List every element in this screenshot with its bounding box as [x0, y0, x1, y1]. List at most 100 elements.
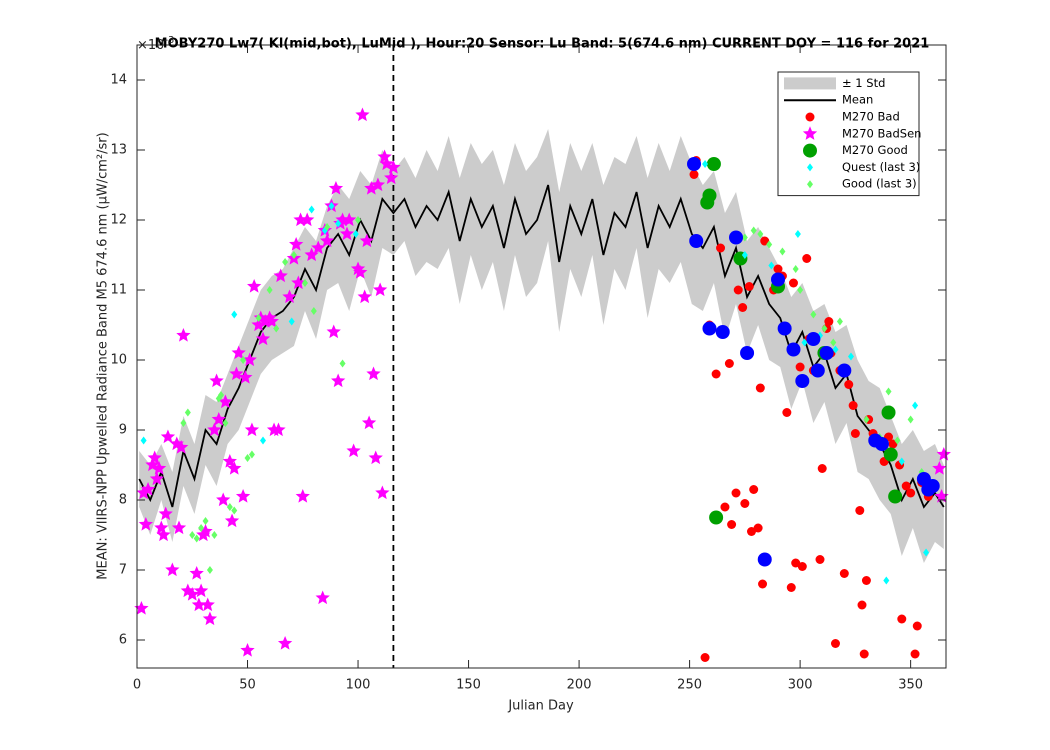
- legend-label: M270 BadSen: [842, 126, 921, 140]
- point: [288, 317, 295, 326]
- point: [311, 240, 326, 255]
- series: [134, 107, 951, 657]
- point: [352, 230, 359, 238]
- point: [700, 653, 710, 662]
- x-axis-label: Julian Day: [507, 699, 574, 714]
- point: [894, 436, 901, 445]
- point: [377, 149, 392, 164]
- point: [837, 363, 852, 378]
- point: [136, 485, 151, 500]
- point: [753, 523, 763, 533]
- point: [151, 461, 167, 475]
- point: [255, 314, 262, 322]
- point: [729, 230, 744, 245]
- point: [375, 485, 390, 500]
- point: [806, 332, 821, 346]
- y-multiplier-base: ×10: [137, 38, 164, 53]
- x-tick-label: 250: [677, 678, 702, 693]
- point: [731, 488, 741, 498]
- point: [140, 436, 147, 445]
- point: [768, 261, 775, 270]
- point: [140, 482, 156, 496]
- point: [209, 373, 224, 388]
- legend-label: Mean: [842, 93, 873, 107]
- point: [339, 359, 346, 368]
- point: [777, 321, 792, 336]
- point: [888, 439, 898, 449]
- point: [815, 555, 825, 564]
- point: [198, 524, 213, 538]
- y-axis-label: MEAN: VIIRS-NPP Upwelled Radiance Band M…: [96, 132, 111, 579]
- point: [910, 649, 920, 659]
- point: [328, 202, 335, 210]
- point: [859, 649, 869, 659]
- point: [154, 520, 169, 535]
- point: [749, 485, 759, 494]
- point: [355, 107, 370, 122]
- point: [830, 338, 837, 347]
- x-tick-label: 50: [239, 678, 256, 693]
- point: [180, 419, 187, 427]
- point: [907, 415, 914, 424]
- point: [339, 226, 355, 241]
- legend: ± 1 Std Mean M270 Bad M270 BadSen M270 Good Q…: [777, 71, 921, 197]
- point: [932, 461, 947, 475]
- point: [226, 503, 233, 511]
- series: [140, 160, 934, 585]
- legend-label: M270 Good: [842, 143, 908, 157]
- point: [231, 310, 238, 319]
- point: [240, 643, 255, 657]
- point: [883, 576, 890, 585]
- point: [277, 636, 293, 650]
- point: [176, 328, 191, 342]
- point: [248, 450, 255, 459]
- point: [925, 479, 940, 493]
- point: [766, 240, 773, 249]
- point: [771, 272, 786, 287]
- point: [147, 450, 162, 465]
- legend-label: Quest (last 3): [842, 160, 920, 174]
- point: [326, 324, 341, 339]
- y-tick-label: 10: [110, 353, 127, 368]
- point: [687, 157, 702, 171]
- point: [758, 579, 768, 589]
- legend-label: ± 1 Std: [842, 76, 885, 90]
- point: [786, 342, 801, 357]
- point: [291, 275, 306, 290]
- point: [906, 488, 916, 498]
- point: [923, 548, 930, 557]
- point: [368, 450, 383, 465]
- point: [863, 415, 870, 424]
- x-tick-label: 200: [567, 678, 592, 693]
- y-tick-label: 11: [110, 283, 127, 298]
- point: [282, 258, 289, 266]
- point: [836, 317, 843, 326]
- point: [174, 440, 189, 454]
- point: [724, 359, 734, 368]
- y-multiplier-exponent: -3: [164, 35, 174, 46]
- y-tick-label: 12: [110, 213, 127, 228]
- point: [255, 331, 271, 346]
- point: [156, 527, 171, 542]
- point: [138, 517, 153, 531]
- point: [733, 285, 743, 295]
- point: [227, 461, 242, 475]
- point: [934, 489, 949, 503]
- point: [244, 422, 260, 437]
- y-tick-label: 14: [110, 73, 127, 88]
- point: [235, 489, 251, 503]
- point: [218, 394, 233, 409]
- point: [231, 345, 246, 360]
- point: [740, 499, 750, 508]
- point: [251, 317, 266, 332]
- y-tick-label: 9: [119, 423, 127, 438]
- point: [328, 181, 344, 195]
- point: [335, 219, 342, 228]
- point: [290, 251, 297, 259]
- point: [353, 265, 368, 279]
- point: [709, 510, 724, 525]
- point: [289, 237, 304, 251]
- point: [830, 639, 840, 648]
- point: [832, 345, 839, 354]
- point: [224, 513, 240, 528]
